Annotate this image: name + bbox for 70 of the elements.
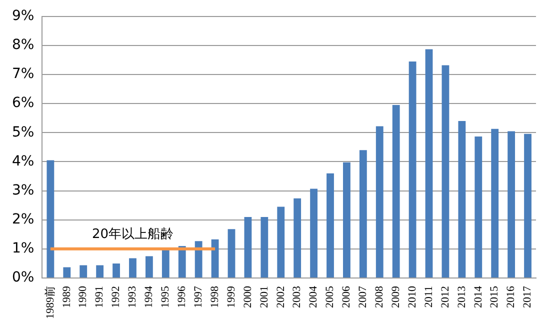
y-tick-label: 0%	[12, 270, 34, 286]
x-tick-label: 2008	[374, 286, 386, 308]
x-tick-label: 1997	[192, 286, 204, 308]
y-tick-label: 7%	[12, 66, 34, 82]
bar	[310, 188, 318, 278]
x-tick-label: 2010	[406, 286, 418, 308]
bar	[376, 126, 384, 278]
x-tick-label: 1990	[77, 286, 90, 308]
y-tick-label: 1%	[12, 240, 34, 257]
x-tick-label: 2017	[522, 286, 534, 308]
x-tick-label: 1991	[94, 286, 106, 308]
bar	[425, 49, 433, 278]
x-tick-label: 2009	[390, 286, 402, 308]
x-tick-label: 2000	[242, 286, 254, 308]
x-tick-label: 1989	[60, 286, 73, 308]
bar	[96, 265, 104, 278]
bar	[260, 216, 268, 278]
bar	[228, 229, 236, 278]
bar	[277, 206, 285, 278]
x-tick-label: 1989前	[44, 286, 56, 319]
x-tick-label: 1998	[208, 286, 221, 308]
x-tick-label: 2001	[258, 286, 270, 308]
bar	[392, 105, 400, 278]
bar	[80, 265, 88, 278]
bar	[343, 162, 350, 278]
bar	[326, 173, 334, 278]
x-tick-label: 1994	[143, 286, 156, 308]
bar	[129, 258, 136, 278]
x-tick-label: 2013	[456, 286, 468, 308]
y-tick-label: 8%	[12, 37, 34, 54]
y-tick-label: 4%	[12, 153, 34, 170]
x-tick-label: 2011	[422, 286, 435, 308]
bar	[211, 239, 219, 278]
bar	[458, 121, 466, 278]
bar	[294, 198, 302, 278]
y-tick-label: 9%	[12, 8, 34, 24]
bar	[524, 134, 532, 278]
x-tick-label: 2003	[291, 286, 304, 308]
bar	[442, 65, 450, 278]
x-tick-label: 2014	[472, 286, 484, 308]
y-tick-label: 3%	[12, 182, 34, 198]
bar	[145, 256, 153, 278]
x-tick-label: 2004	[308, 286, 320, 308]
bar	[194, 241, 202, 278]
y-tick-label: 2%	[12, 212, 34, 228]
x-tick-label: 2005	[324, 286, 336, 308]
bar	[112, 263, 120, 278]
y-tick-label: 6%	[12, 95, 34, 112]
x-tick-label: 1992	[110, 286, 122, 308]
bar	[162, 250, 170, 278]
x-tick-label: 2015	[488, 286, 501, 308]
x-tick-label: 1995	[160, 286, 172, 308]
bar	[408, 61, 416, 278]
x-tick-label: 2002	[274, 286, 287, 308]
x-tick-label: 2006	[340, 286, 353, 308]
bar	[46, 160, 54, 278]
x-tick-label: 1996	[176, 286, 188, 308]
bar	[359, 150, 367, 278]
x-tick-label: 1993	[126, 286, 139, 308]
bar	[63, 267, 71, 278]
x-tick-label: 1999	[225, 286, 238, 308]
series-label: 20年以上船齢	[92, 226, 174, 242]
bar	[491, 128, 499, 278]
bar	[508, 131, 516, 278]
x-tick-label: 2012	[439, 286, 452, 308]
x-tick-label: 2007	[357, 286, 370, 308]
bar	[474, 136, 482, 278]
y-tick-label: 5%	[12, 124, 34, 140]
bar	[244, 216, 252, 278]
x-tick-label: 2016	[505, 286, 518, 308]
